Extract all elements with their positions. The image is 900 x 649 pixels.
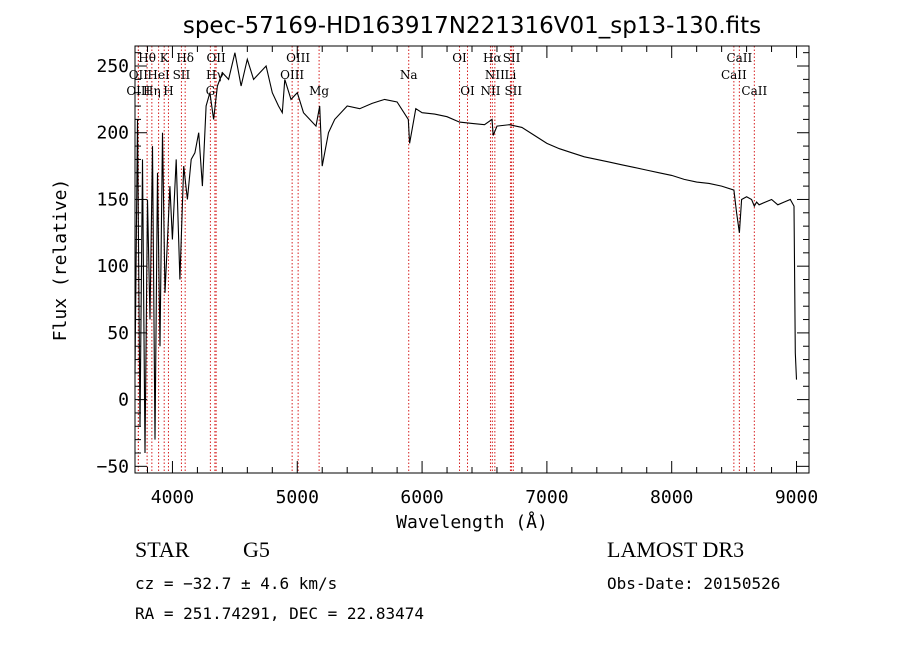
- line-label-19: Hη: [143, 84, 161, 98]
- redshift-value: cz = −32.7 ± 4.6 km/s: [135, 574, 338, 593]
- line-label-13: OIII: [280, 68, 304, 82]
- plot-frame: [134, 45, 810, 474]
- line-label-26: CaII: [741, 84, 767, 98]
- line-label-5: OI: [452, 51, 467, 65]
- x-tick-label-3: 7000: [525, 487, 568, 508]
- obs-date: Obs-Date: 20150526: [607, 574, 781, 593]
- line-label-24: NII: [480, 84, 500, 98]
- x-tick-label-4: 8000: [650, 487, 693, 508]
- spectrum-chart: spec-57169-HD163917N221316V01_sp13-130.f…: [50, 13, 818, 533]
- axis-ticks: [135, 46, 809, 473]
- line-label-18: OIII: [126, 84, 150, 98]
- line-label-7: SII: [503, 51, 521, 65]
- y-tick-label-5: 200: [96, 123, 129, 144]
- line-label-3: OII: [206, 51, 226, 65]
- object-class: STAR: [135, 537, 190, 562]
- x-tick-label-2: 6000: [400, 487, 443, 508]
- line-label-25: SII: [504, 84, 522, 98]
- spectrum-series-line: [134, 52, 798, 454]
- line-label-2: Hδ: [176, 51, 194, 65]
- line-label-21: G: [206, 84, 216, 98]
- object-subclass: G5: [243, 537, 270, 562]
- line-label-11: SII: [173, 68, 191, 82]
- y-tick-label-0: −50: [96, 456, 129, 477]
- line-label-4: OIII: [286, 51, 310, 65]
- y-tick-label-1: 0: [118, 390, 129, 411]
- x-tick-label-0: 4000: [151, 487, 194, 508]
- y-axis-label: Flux (relative): [50, 179, 71, 342]
- line-label-15: NII: [485, 68, 505, 82]
- line-label-17: CaII: [721, 68, 747, 82]
- x-tick-label-5: 9000: [775, 487, 818, 508]
- line-label-1: K: [160, 51, 170, 65]
- y-tick-label-3: 100: [96, 256, 129, 277]
- line-label-9: OII: [129, 68, 149, 82]
- line-label-22: Mg: [309, 84, 329, 98]
- chart-title: spec-57169-HD163917N221316V01_sp13-130.f…: [183, 13, 761, 39]
- y-tick-label-6: 250: [96, 56, 129, 77]
- line-label-0: Hθ: [138, 51, 156, 65]
- y-tick-label-4: 150: [96, 189, 129, 210]
- x-axis-label: Wavelength (Å): [396, 511, 548, 533]
- axis-tick-labels: 4000 5000 6000 7000 8000 9000 −50 0 50 100 150 200 2…: [96, 56, 818, 508]
- line-label-12: Hγ: [206, 68, 224, 82]
- line-label-20: H: [163, 84, 173, 98]
- x-tick-label-1: 5000: [276, 487, 319, 508]
- survey-name: LAMOST DR3: [607, 537, 745, 562]
- coordinates: RA = 251.74291, DEC = 22.83474: [135, 604, 424, 623]
- spectral-line-markers: [137, 46, 755, 473]
- y-tick-label-2: 50: [107, 323, 129, 344]
- line-label-16: Li: [505, 68, 517, 82]
- line-label-23: OI: [460, 84, 475, 98]
- line-label-14: Na: [400, 68, 418, 82]
- line-label-10: HeI: [147, 68, 170, 82]
- line-label-6: Hα: [483, 51, 502, 65]
- line-label-8: CaII: [726, 51, 752, 65]
